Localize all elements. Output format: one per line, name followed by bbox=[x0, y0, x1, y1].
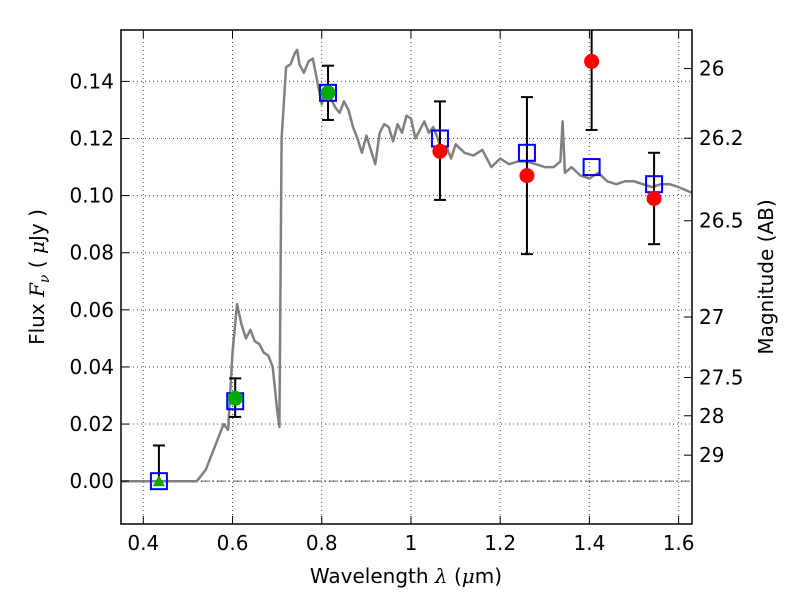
y-tick-label: 0.02 bbox=[69, 412, 114, 436]
ticks: 0.4 0.6 0.8 1 1.2 1.4 1.6 0.00 0.02 0.04 0.06 0.08 0… bbox=[69, 30, 744, 555]
x-tick-label: 1.2 bbox=[484, 531, 516, 555]
model-square-marker bbox=[318, 83, 337, 102]
data-circle-marker bbox=[584, 53, 600, 69]
y-tick-label: 0.06 bbox=[69, 298, 114, 322]
data-circle-marker bbox=[432, 143, 448, 159]
y2-tick-label: 26.2 bbox=[699, 126, 744, 150]
y2-tick-label: 27 bbox=[699, 305, 724, 329]
model-square-marker bbox=[517, 143, 536, 162]
x-tick-label: 1.6 bbox=[663, 531, 695, 555]
y-tick-label: 0.12 bbox=[69, 127, 114, 151]
x-tick-label: 1 bbox=[405, 531, 418, 555]
data-circle-marker bbox=[320, 85, 336, 101]
x-tick-label: 0.6 bbox=[217, 531, 249, 555]
model-spectrum-line bbox=[121, 48, 693, 483]
data-circle-marker bbox=[519, 168, 535, 184]
data-circle-marker bbox=[646, 190, 662, 206]
y-tick-label: 0.08 bbox=[69, 241, 114, 265]
y2-tick-label: 26.5 bbox=[699, 209, 744, 233]
x-tick-label: 1.4 bbox=[573, 531, 605, 555]
upper-limit-triangle-marker bbox=[152, 475, 165, 487]
y2-tick-label: 28 bbox=[699, 404, 724, 428]
y2-axis-title: Magnitude (AB) bbox=[754, 199, 778, 354]
y2-tick-label: 29 bbox=[699, 443, 724, 467]
y-tick-label: 0.14 bbox=[69, 69, 114, 93]
model-square-marker bbox=[149, 472, 168, 491]
y-axis-title: Flux Fν ( μJy ) bbox=[25, 209, 53, 345]
data-circle-marker bbox=[227, 390, 243, 406]
x-tick-label: 0.8 bbox=[306, 531, 338, 555]
plot-background bbox=[121, 30, 692, 524]
model-square-marker bbox=[582, 158, 601, 177]
plot-frame bbox=[120, 29, 693, 525]
x-axis-title: Wavelength λ (μm) bbox=[310, 564, 502, 588]
y-tick-label: 0.10 bbox=[69, 184, 114, 208]
y-tick-label: 0.00 bbox=[69, 469, 114, 493]
y2-tick-label: 27.5 bbox=[699, 366, 744, 390]
y-tick-label: 0.04 bbox=[69, 355, 114, 379]
x-tick-label: 0.4 bbox=[127, 531, 159, 555]
markers bbox=[149, 53, 664, 491]
y2-tick-label: 26 bbox=[699, 57, 724, 81]
